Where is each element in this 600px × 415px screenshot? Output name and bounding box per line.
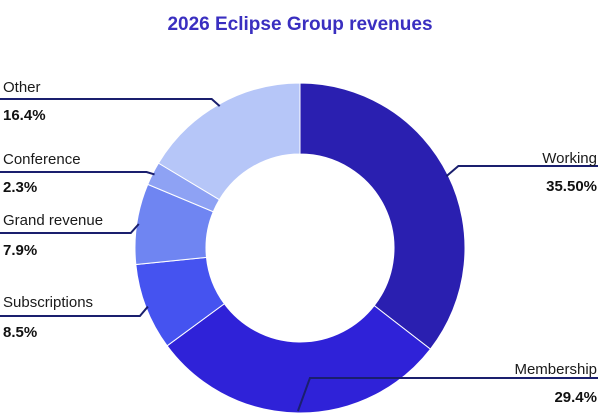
label-name-membership: Membership <box>514 361 597 378</box>
label-value-conference: 2.3% <box>3 179 37 196</box>
leader-lines <box>0 98 598 412</box>
label-name-conference: Conference <box>3 151 81 168</box>
label-name-subscriptions: Subscriptions <box>3 294 93 311</box>
leader-working <box>445 165 598 178</box>
label-value-membership: 29.4% <box>554 389 597 406</box>
slice-membership <box>166 303 432 414</box>
label-value-other: 16.4% <box>3 107 46 124</box>
label-value-grand-revenue: 7.9% <box>3 242 37 259</box>
leader-conference <box>0 171 155 176</box>
label-name-other: Other <box>3 79 41 96</box>
leader-membership <box>297 377 598 412</box>
label-value-subscriptions: 8.5% <box>3 324 37 341</box>
slice-working <box>299 82 466 350</box>
slice-labels: Working 35.50% Membership 29.4% Subscription… <box>3 79 597 406</box>
label-name-grand-revenue: Grand revenue <box>3 212 103 229</box>
label-name-working: Working <box>542 150 597 167</box>
chart-title: 2026 Eclipse Group revenues <box>167 14 432 35</box>
leader-grand-revenue <box>0 223 140 234</box>
leader-subscriptions <box>0 305 149 317</box>
leader-other <box>0 98 221 107</box>
slice-other <box>157 82 301 201</box>
donut-slices <box>134 82 466 414</box>
label-value-working: 35.50% <box>546 178 597 195</box>
